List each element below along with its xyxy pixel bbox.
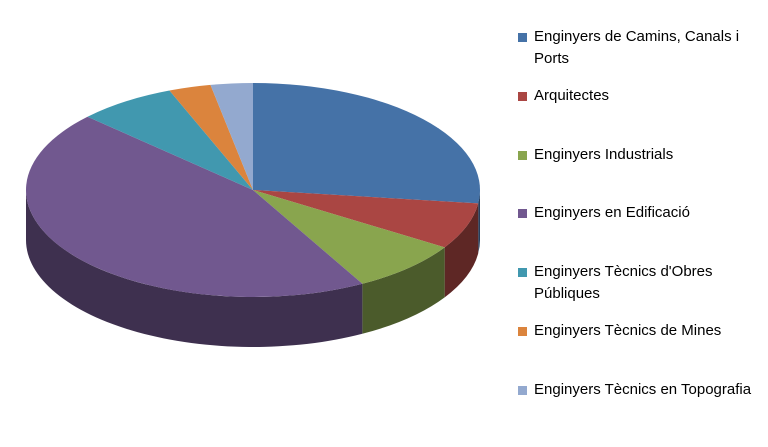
legend-label: Enginyers en Edificació — [534, 204, 690, 222]
legend-swatch — [518, 268, 527, 278]
legend-item: Enginyers en Edificació — [518, 202, 758, 224]
legend-item: Enginyers Tècnics en Topografia — [518, 379, 758, 401]
slice-side — [362, 247, 445, 334]
legend-swatch — [518, 150, 527, 160]
legend-item: Enginyers Tècnics d'Obres Públiques — [518, 261, 758, 305]
slice — [26, 116, 363, 297]
legend-label: Enginyers Tècnics de Mines — [534, 322, 722, 339]
slice-side — [26, 190, 363, 347]
legend-label: Arquitectes — [534, 86, 610, 104]
legend-label: Enginyers Industrials — [534, 145, 674, 163]
slice-side — [444, 203, 479, 298]
slice — [253, 190, 479, 248]
slice — [253, 83, 480, 204]
slice-side — [478, 190, 480, 254]
legend-label: Enginyers de Camins, Canals i Ports — [534, 28, 740, 67]
slice — [210, 83, 253, 190]
legend-label: Enginyers Tècnics en Topografia — [534, 380, 752, 398]
legend-swatch — [518, 209, 527, 219]
legend-swatch — [518, 385, 527, 395]
legend-item: Enginyers Tècnics de Mines — [518, 320, 758, 342]
legend-item: Enginyers Industrials — [518, 144, 758, 166]
legend-swatch — [518, 327, 527, 336]
slice — [169, 84, 253, 190]
legend-swatch — [518, 91, 527, 101]
legend-item: Enginyers de Camins, Canals i Ports — [518, 26, 758, 70]
slice — [253, 190, 445, 284]
legend-label: Enginyers Tècnics d'Obres Públiques — [534, 263, 713, 303]
legend-item: Arquitectes — [518, 85, 758, 107]
slice — [87, 90, 253, 190]
legend-swatch — [518, 33, 527, 42]
